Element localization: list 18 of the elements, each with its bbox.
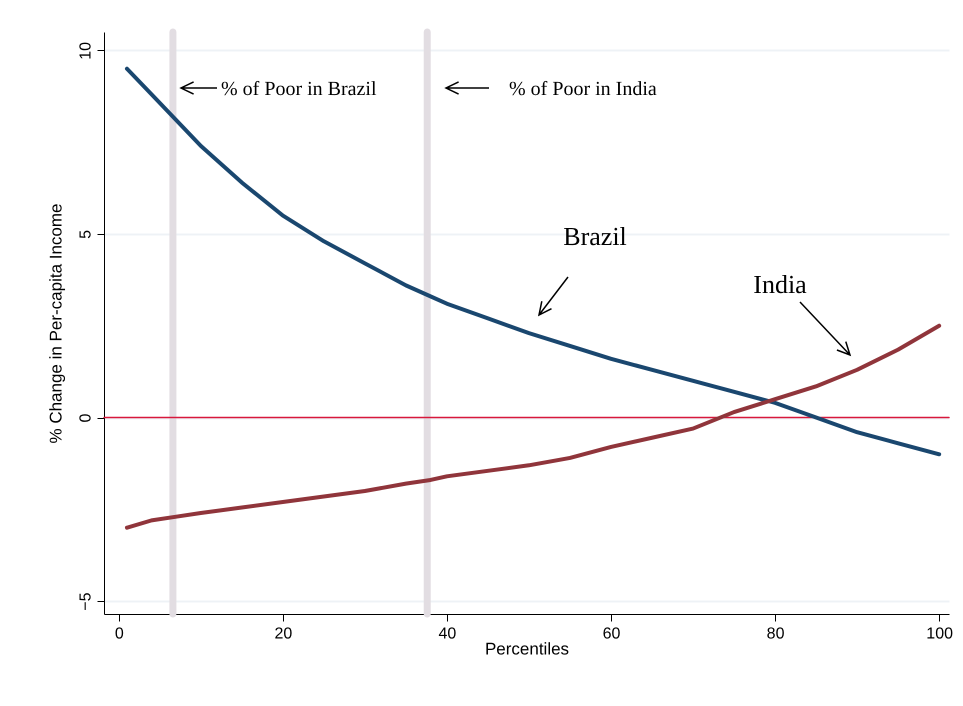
annotation: % of Poor in Brazil [221,78,377,100]
line-series [124,324,942,530]
y-tick-label: 10 [78,42,94,60]
y-tick-label: −5 [78,592,94,611]
line-series [124,66,942,456]
y-tick-label: 0 [78,414,94,423]
x-tick-label: 40 [438,626,456,642]
x-tick-label: 0 [114,626,124,642]
annotation: % of Poor in India [509,78,657,100]
x-tick-label: 100 [926,626,954,642]
x-tick-label: 60 [602,626,620,642]
annotation: India [753,270,808,299]
x-tick-label: 20 [274,626,292,642]
y-tick-label: 5 [78,230,94,239]
x-tick-label: 80 [766,626,785,642]
annotation: Brazil [563,222,627,251]
x-axis-title: Percentiles [484,640,570,658]
y-axis-title: % Change in Per-capita Income [46,203,66,444]
